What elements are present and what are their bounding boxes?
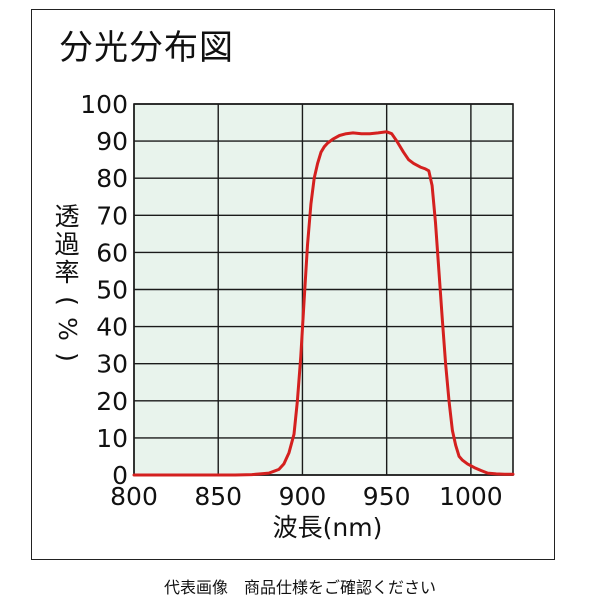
y-tick-label: 50 [96,276,128,305]
y-tick-label: 30 [96,350,128,379]
x-tick-label: 850 [194,482,242,511]
plot-border [133,103,514,476]
x-tick-label: 800 [110,482,158,511]
y-axis-label-char: 透 [54,202,79,231]
x-tick-label: 900 [279,482,327,511]
y-tick-labels: 0 10 20 30 40 50 60 70 80 90 100 [80,90,128,490]
y-axis-label-char: ) [53,352,82,362]
x-tick-label: 1000 [439,482,503,511]
x-tick-label: 950 [363,482,411,511]
y-tick-label: 70 [96,201,128,230]
y-tick-label: 10 [96,424,128,453]
y-tick-label: 90 [96,127,128,156]
y-axis-label: 透過率 (%) [53,202,82,362]
y-tick-label: 80 [96,164,128,193]
y-axis-label-char: 率 [54,258,79,287]
x-tick-labels: 800 850 900 950 1000 [110,482,503,511]
footer-note: 代表画像 商品仕様をご確認ください [163,578,436,597]
y-tick-label: 0 [112,461,128,490]
y-tick-label: 40 [96,313,128,342]
y-axis-label-char: ( [53,296,82,306]
y-axis-label-char: 過 [54,230,79,259]
x-axis-label: 波長(nm) [273,513,383,542]
chart-title: 分光分布図 [59,28,234,68]
y-tick-label: 60 [96,238,128,267]
y-tick-label: 100 [80,90,128,119]
transmission-curve [132,130,515,477]
grid [133,103,514,476]
y-tick-label: 20 [96,387,128,416]
y-axis-label-char: % [53,317,82,341]
